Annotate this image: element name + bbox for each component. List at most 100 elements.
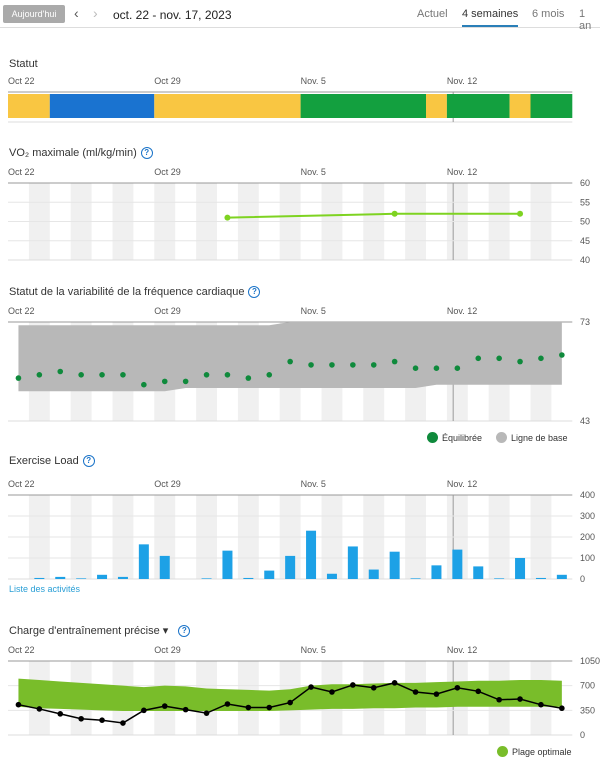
- load-bar: [97, 574, 108, 579]
- load-point: [57, 711, 64, 717]
- date-range: oct. 22 - nov. 17, 2023: [113, 8, 232, 22]
- legend-optimal: Plage optimale: [497, 746, 572, 757]
- x-tick-label: Oct 22: [8, 167, 35, 177]
- y-tick-label: 400: [580, 490, 595, 500]
- load-bar: [138, 544, 149, 579]
- load-point: [182, 706, 189, 713]
- x-tick-label: Oct 29: [154, 306, 181, 316]
- hrv-point: [266, 372, 273, 378]
- load-bar: [535, 577, 546, 579]
- hrv-point: [78, 372, 84, 378]
- tab-4-semaines[interactable]: 4 semaines: [462, 8, 519, 27]
- hrv-title: Statut de la variabilité de la fréquence…: [9, 286, 261, 299]
- load-point: [370, 684, 377, 691]
- load-bar: [368, 569, 379, 579]
- status-title: Statut: [9, 58, 38, 70]
- prev-arrow-icon[interactable]: ‹: [74, 5, 79, 21]
- activity-list-link[interactable]: Liste des activités: [9, 584, 81, 594]
- load-point: [161, 703, 168, 709]
- optimal-band: [18, 678, 562, 712]
- load-bar: [34, 577, 45, 579]
- load-point: [308, 684, 314, 690]
- load-point: [120, 720, 126, 726]
- load-point: [517, 696, 523, 702]
- load-point: [496, 696, 502, 703]
- vo2-chart: Oct 22 Oct 29 Nov. 5 Nov. 12 60 55 50 45 40: [8, 167, 590, 265]
- hrv-point: [15, 375, 22, 381]
- y-tick-label: 55: [580, 197, 590, 207]
- y-tick-label: 1050: [580, 656, 600, 666]
- hrv-point: [245, 375, 252, 381]
- load-bar: [389, 551, 400, 579]
- status-segment: [446, 94, 510, 118]
- load-point: [99, 717, 105, 723]
- hrv-point: [538, 355, 544, 362]
- hrv-chart: Oct 22 Oct 29 Nov. 5 Nov. 12 73 43: [8, 306, 590, 426]
- y-tick-label: 45: [580, 236, 590, 246]
- x-tick-label: Oct 29: [154, 645, 181, 655]
- help-icon[interactable]: ?: [140, 147, 153, 160]
- load-point: [391, 680, 398, 686]
- load-bar: [285, 555, 296, 579]
- y-tick-label: 43: [580, 416, 590, 426]
- x-tick-label: Oct 22: [8, 645, 35, 655]
- hrv-point: [350, 362, 356, 368]
- y-tick-label: 200: [580, 532, 595, 542]
- vo2-point: [391, 210, 398, 217]
- legend-dot: [497, 746, 508, 757]
- y-tick-label: 700: [580, 681, 595, 691]
- status-segment: [300, 94, 426, 118]
- status-segment: [154, 94, 301, 118]
- hrv-point: [287, 358, 293, 365]
- load-point: [433, 691, 440, 697]
- today-button[interactable]: Aujourd'hui: [3, 5, 65, 23]
- training-load-title: Charge d'entraînement précise ▾?: [9, 624, 191, 638]
- load-point: [287, 699, 293, 706]
- help-icon[interactable]: ?: [82, 455, 95, 468]
- x-tick-label: Nov. 5: [301, 479, 326, 489]
- legend-label: Ligne de base: [511, 432, 568, 443]
- status-segment: [509, 94, 531, 118]
- hrv-point: [329, 362, 335, 368]
- tab-actuel[interactable]: Actuel: [417, 8, 448, 20]
- help-icon[interactable]: ?: [248, 286, 261, 299]
- legend-label: Équilibrée: [442, 432, 483, 443]
- legend-baseline: Ligne de base: [496, 432, 568, 443]
- x-tick-label: Oct 29: [154, 167, 181, 177]
- y-tick-label: 100: [580, 553, 595, 563]
- load-bar: [347, 546, 358, 579]
- training-load-dropdown[interactable]: Charge d'entraînement précise ▾: [9, 625, 169, 637]
- x-tick-label: Nov. 5: [301, 645, 326, 655]
- load-bar: [222, 550, 233, 579]
- hrv-point: [203, 372, 210, 378]
- hrv-point: [57, 368, 64, 375]
- hrv-point: [433, 365, 440, 371]
- x-tick-label: Nov. 12: [447, 645, 477, 655]
- status-segment: [49, 94, 155, 118]
- x-tick-label: Nov. 5: [301, 306, 326, 316]
- load-point: [412, 689, 419, 695]
- vo2-point: [224, 214, 231, 221]
- exercise-load-chart: Oct 22 Oct 29 Nov. 5 Nov. 12 400 300 200 100 0: [8, 479, 595, 584]
- load-bar: [515, 558, 526, 579]
- help-icon[interactable]: ?: [178, 625, 191, 638]
- load-bar: [452, 549, 463, 579]
- load-point: [475, 688, 482, 695]
- hrv-title-text: Statut de la variabilité de la fréquence…: [9, 286, 245, 298]
- hrv-point: [161, 378, 168, 385]
- next-arrow-icon[interactable]: ›: [93, 5, 98, 21]
- load-bar: [201, 578, 212, 579]
- y-tick-label: 0: [580, 730, 585, 740]
- hrv-point: [120, 372, 126, 378]
- x-tick-label: Nov. 12: [447, 479, 477, 489]
- load-point: [245, 704, 252, 711]
- tab-6-mois[interactable]: 6 mois: [532, 8, 565, 20]
- load-point: [266, 704, 273, 711]
- hrv-point: [182, 378, 189, 385]
- legend-dot: [427, 432, 438, 443]
- y-tick-label: 40: [580, 255, 590, 265]
- y-tick-label: 50: [580, 217, 590, 227]
- tab-1-an[interactable]: 1 an: [579, 8, 592, 32]
- load-bar: [55, 576, 66, 579]
- load-point: [78, 715, 84, 722]
